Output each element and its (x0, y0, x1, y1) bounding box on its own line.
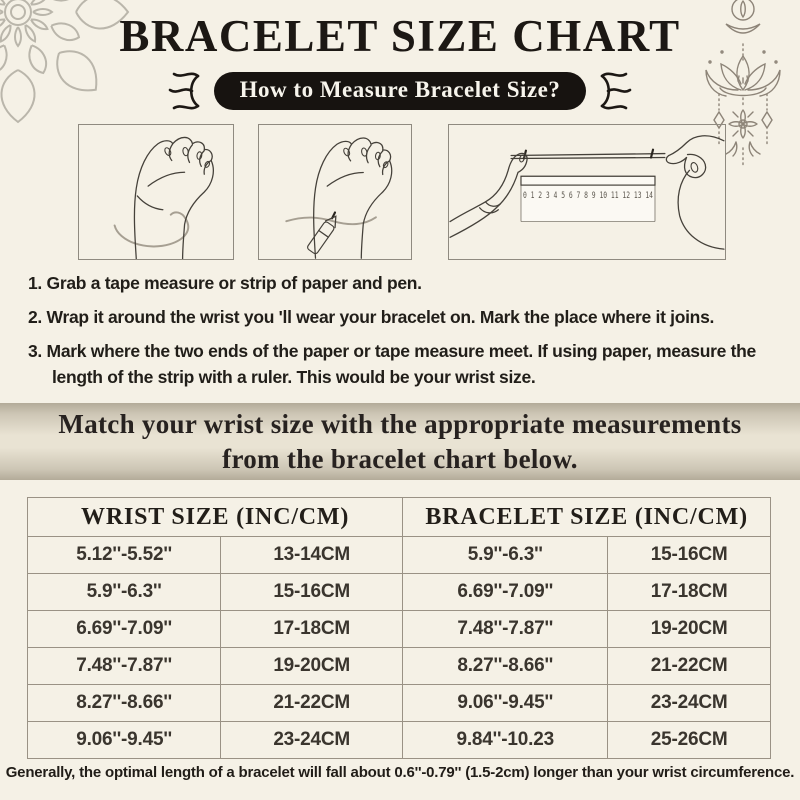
left-flourish-icon (168, 72, 199, 110)
step-item-1: 1. Grab a tape measure or strip of paper… (28, 273, 422, 293)
table-cell: 5.9''-6.3'' (26, 573, 222, 611)
figure-mark-wrist (258, 124, 412, 260)
instruction-banner: Match your wrist size with the appropria… (0, 403, 800, 480)
table-cell: 13-14CM (220, 536, 404, 574)
table-cell: 25-26CM (607, 721, 771, 759)
table-cell: 9.06''-9.45'' (26, 721, 222, 759)
table-cell: 7.48''-7.87'' (26, 647, 222, 685)
ruler-numbers: 0 1 2 3 4 5 6 7 8 9 10 11 12 13 14 (523, 191, 653, 201)
figure-wrap-tape (78, 124, 234, 260)
table-cell: 8.27''-8.66'' (26, 684, 222, 722)
right-flourish-icon (601, 72, 632, 110)
table-cell: 8.27''-8.66'' (402, 647, 609, 685)
table-cell: 9.06''-9.45'' (402, 684, 609, 722)
table-row: 5.12''-5.52'' 13-14CM 5.9''-6.3'' 15-16CM (26, 536, 771, 574)
table-cell: 9.84''-10.23 (402, 721, 609, 759)
how-to-measure-badge: How to Measure Bracelet Size? (213, 72, 587, 110)
step-item-3: 3. Mark where the two ends of the paper … (28, 341, 756, 387)
wrist-size-header: WRIST SIZE (INC/CM) (26, 497, 404, 537)
table-cell: 21-22CM (220, 684, 404, 722)
figure-measure-ruler: 0 1 2 3 4 5 6 7 8 9 10 11 12 13 14 (448, 124, 726, 260)
mandala-decoration-icon (0, 0, 130, 124)
table-cell: 17-18CM (607, 573, 771, 611)
bracelet-size-header: BRACELET SIZE (INC/CM) (402, 497, 771, 537)
banner-line-1: Match your wrist size with the appropria… (58, 408, 742, 439)
size-table: WRIST SIZE (INC/CM) BRACELET SIZE (INC/C… (26, 497, 771, 759)
table-cell: 6.69''-7.09'' (26, 610, 222, 648)
hand-with-pen-illustration (285, 137, 393, 259)
banner-line-2: from the bracelet chart below. (222, 443, 578, 474)
table-cell: 19-20CM (220, 647, 404, 685)
table-cell: 5.9''-6.3'' (402, 536, 609, 574)
table-cell: 7.48''-7.87'' (402, 610, 609, 648)
table-cell: 19-20CM (607, 610, 771, 648)
table-cell: 21-22CM (607, 647, 771, 685)
page-title: BRACELET SIZE CHART (119, 11, 681, 61)
table-row: 9.06''-9.45'' 23-24CM 9.84''-10.23 25-26CM (26, 721, 771, 759)
steps-list: 1. Grab a tape measure or strip of paper… (28, 270, 786, 398)
table-cell: 15-16CM (607, 536, 771, 574)
table-row: 5.9''-6.3'' 15-16CM 6.69''-7.09'' 17-18CM (26, 573, 771, 611)
table-cell: 6.69''-7.09'' (402, 573, 609, 611)
table-cell: 5.12''-5.52'' (26, 536, 222, 574)
table-row: 6.69''-7.09'' 17-18CM 7.48''-7.87'' 19-20CM (26, 610, 771, 648)
badge-row: How to Measure Bracelet Size? (0, 69, 800, 113)
step-item-2: 2. Wrap it around the wrist you 'll wear… (28, 307, 715, 327)
table-row: 7.48''-7.87'' 19-20CM 8.27''-8.66'' 21-22CM (26, 647, 771, 685)
lotus-ornament-icon (705, 0, 781, 167)
footer-note: Generally, the optimal length of a brace… (5, 764, 795, 781)
table-row: 8.27''-8.66'' 21-22CM 9.06''-9.45'' 23-24CM (26, 684, 771, 722)
table-cell: 23-24CM (607, 684, 771, 722)
size-table-body: 5.12''-5.52'' 13-14CM 5.9''-6.3'' 15-16CM 5.… (26, 536, 771, 759)
hand-with-tape-illustration (113, 136, 214, 259)
table-cell: 15-16CM (220, 573, 404, 611)
table-cell: 23-24CM (220, 721, 404, 759)
table-cell: 17-18CM (220, 610, 404, 648)
hands-with-ruler-illustration: 0 1 2 3 4 5 6 7 8 9 10 11 12 13 14 (449, 135, 725, 250)
table-header-row: WRIST SIZE (INC/CM) BRACELET SIZE (INC/C… (26, 497, 771, 537)
